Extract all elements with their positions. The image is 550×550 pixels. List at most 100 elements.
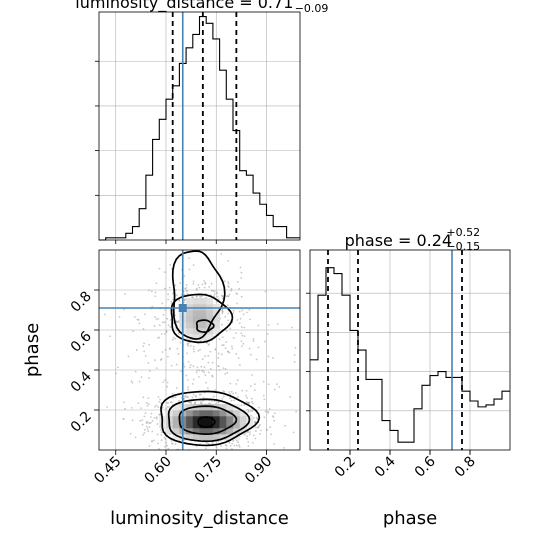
sample-point xyxy=(228,351,231,354)
sample-point xyxy=(170,364,173,367)
sample-point xyxy=(217,357,220,359)
sample-point xyxy=(156,423,159,425)
sample-point xyxy=(199,393,202,396)
sample-point xyxy=(192,378,195,381)
contour-upper-3 xyxy=(171,250,226,340)
sample-point xyxy=(167,447,170,450)
sample-point xyxy=(138,380,141,383)
sample-point xyxy=(134,436,137,439)
sample-point xyxy=(167,355,169,358)
sample-point xyxy=(211,361,214,364)
sample-point xyxy=(148,445,151,447)
sample-point xyxy=(192,393,195,396)
sample-point xyxy=(183,275,186,278)
sample-point xyxy=(235,292,238,295)
sample-point xyxy=(223,390,226,393)
sample-point xyxy=(157,396,160,398)
sample-point xyxy=(200,365,203,368)
sample-point xyxy=(129,432,132,435)
sample-point xyxy=(245,401,248,403)
sample-point xyxy=(143,428,146,431)
panel-frame xyxy=(309,249,511,451)
density-cell xyxy=(206,304,214,311)
sample-point xyxy=(174,284,177,287)
sample-point xyxy=(140,376,143,379)
sample-point xyxy=(246,435,249,438)
sample-point xyxy=(151,440,153,443)
sample-point xyxy=(186,292,189,295)
sample-point xyxy=(158,336,161,339)
sample-point xyxy=(223,280,226,283)
contour-level-3 xyxy=(167,398,251,443)
density-cell xyxy=(172,434,180,441)
sample-point xyxy=(195,295,198,298)
sample-point xyxy=(263,416,266,419)
contour-upper-2 xyxy=(170,293,234,344)
sample-point xyxy=(205,442,208,444)
sample-point xyxy=(234,392,237,394)
sample-point xyxy=(175,294,178,297)
density-cell xyxy=(212,416,220,423)
sample-point xyxy=(256,417,259,420)
sample-point xyxy=(248,433,251,436)
sample-point xyxy=(161,302,164,305)
sample-point xyxy=(257,346,260,349)
sample-point xyxy=(245,389,248,392)
density-cell xyxy=(192,334,200,341)
sample-point xyxy=(207,361,210,364)
density-cell xyxy=(212,410,220,417)
sample-point xyxy=(266,429,268,432)
sample-point xyxy=(164,379,167,381)
sample-point xyxy=(163,436,166,439)
sample-point xyxy=(221,310,224,313)
sample-point xyxy=(161,321,164,324)
sample-point xyxy=(243,326,246,329)
sample-point xyxy=(295,410,297,413)
density-cell xyxy=(186,416,194,423)
sample-point xyxy=(179,282,182,284)
sample-point xyxy=(225,330,228,332)
sample-point xyxy=(147,362,150,364)
sample-point xyxy=(218,338,221,341)
sample-point xyxy=(247,402,250,405)
sample-point xyxy=(293,354,296,356)
density-cell xyxy=(186,422,194,429)
panel-frame xyxy=(98,11,301,241)
density-cell xyxy=(219,416,227,423)
sample-point xyxy=(267,323,270,326)
sample-point xyxy=(229,382,232,385)
density-cell xyxy=(206,422,214,429)
sample-point xyxy=(214,348,217,351)
sample-point xyxy=(190,401,193,404)
sample-point xyxy=(267,411,269,414)
sample-point xyxy=(201,283,204,286)
histogram-step-line xyxy=(310,267,510,443)
sample-point xyxy=(170,300,173,303)
sample-point xyxy=(213,400,216,403)
sample-point xyxy=(247,430,249,433)
sample-point xyxy=(282,446,285,449)
density-cell xyxy=(186,410,194,417)
sample-point xyxy=(189,363,192,366)
sample-point xyxy=(240,345,243,347)
sample-point xyxy=(264,290,267,293)
sample-point xyxy=(167,298,170,301)
sample-point xyxy=(167,293,169,296)
sample-point xyxy=(233,399,235,402)
sample-point xyxy=(246,397,249,399)
sample-point xyxy=(133,316,136,318)
title-lower-error: −0.15 xyxy=(446,240,480,253)
sample-point xyxy=(171,338,174,341)
sample-point xyxy=(158,267,161,270)
sample-point xyxy=(222,344,225,347)
sample-point xyxy=(198,369,201,372)
sample-point xyxy=(218,369,221,371)
sample-point xyxy=(220,445,222,447)
density-cell xyxy=(206,416,214,423)
sample-point xyxy=(174,443,177,446)
sample-point xyxy=(124,407,126,410)
sample-point xyxy=(206,387,209,389)
density-cell xyxy=(199,310,207,317)
sample-point xyxy=(147,421,149,424)
sample-point xyxy=(232,309,235,312)
